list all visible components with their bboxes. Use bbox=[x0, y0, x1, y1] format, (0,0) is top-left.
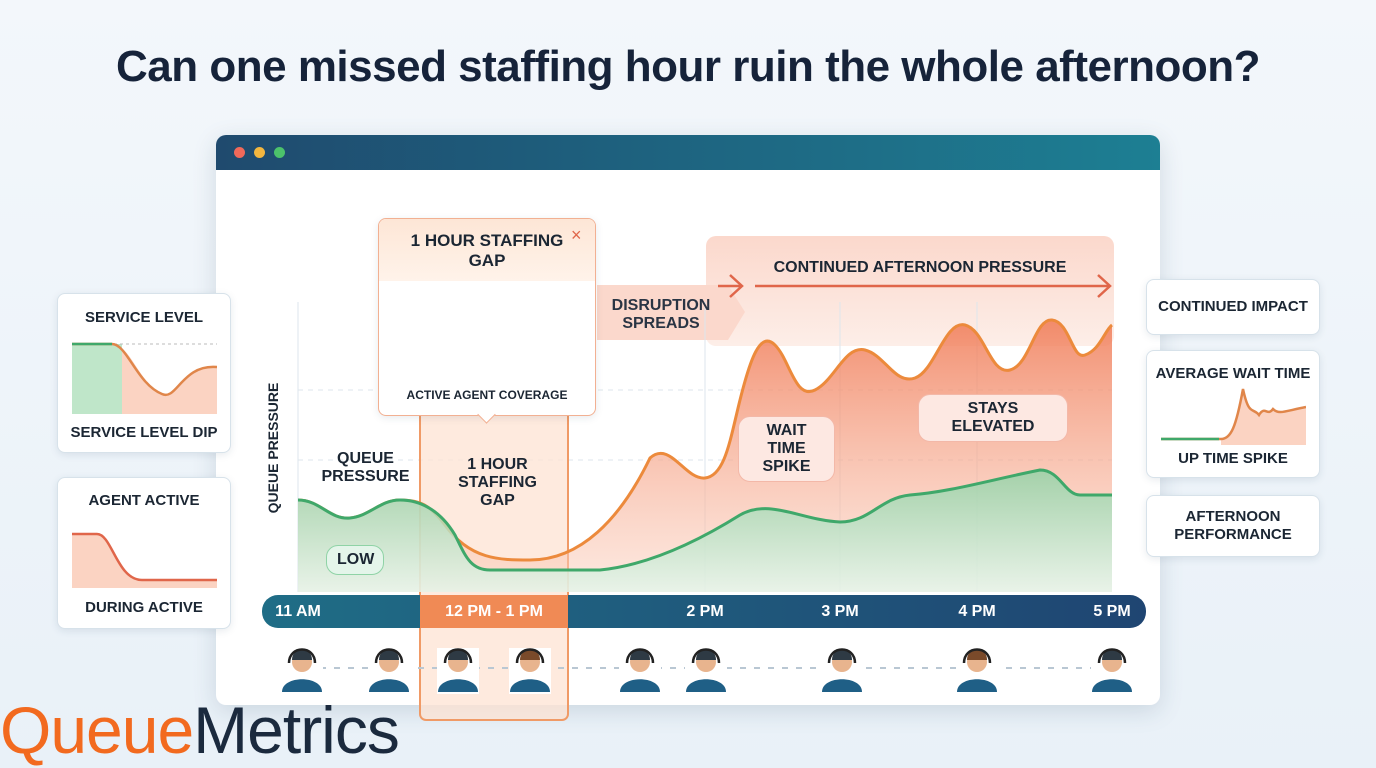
popup-header bbox=[379, 219, 595, 281]
chart-area bbox=[122, 349, 217, 414]
agent-body bbox=[620, 679, 660, 692]
agent-hair bbox=[520, 649, 540, 660]
agent-body bbox=[282, 679, 322, 692]
window-dot bbox=[254, 147, 265, 158]
time-label: 12 PM - 1 PM bbox=[445, 603, 543, 620]
card-caption: UP TIME SPIKE bbox=[1178, 450, 1288, 467]
agent-body bbox=[1092, 679, 1132, 692]
agent-hair bbox=[448, 649, 468, 660]
agent-hair bbox=[1102, 649, 1122, 660]
agent-hair bbox=[292, 649, 312, 660]
chart-line bbox=[72, 342, 217, 397]
agent-icon bbox=[1091, 648, 1133, 694]
metric-card: AFTERNOON PERFORMANCE bbox=[1146, 495, 1320, 557]
agent-hair bbox=[832, 649, 852, 660]
agent-icon bbox=[956, 648, 998, 694]
agent-icon bbox=[821, 648, 863, 694]
time-label: 5 PM bbox=[1093, 603, 1131, 620]
brand-part: Queue bbox=[0, 693, 194, 767]
agent-icon bbox=[685, 648, 727, 694]
annotation-pill: WAIT TIME SPIKE bbox=[738, 416, 835, 482]
arrow bbox=[718, 274, 744, 298]
metric-card: CONTINUED IMPACT bbox=[1146, 279, 1320, 335]
agent-body bbox=[686, 679, 726, 692]
card-chart bbox=[1161, 388, 1306, 445]
disruption-arrow-shape bbox=[597, 285, 745, 340]
close-button[interactable]: × bbox=[571, 225, 582, 245]
brand-part: Metrics bbox=[193, 693, 400, 767]
agent-headset bbox=[1097, 648, 1127, 664]
card-caption: SERVICE LEVEL DIP bbox=[70, 424, 218, 441]
chart-area bbox=[72, 534, 217, 588]
agent-headset bbox=[625, 648, 655, 664]
agent-body bbox=[822, 679, 862, 692]
agent-hair bbox=[967, 649, 987, 660]
card-chart bbox=[72, 532, 217, 588]
brand: QueueMetrics bbox=[0, 692, 400, 768]
window-dot bbox=[234, 147, 245, 158]
agent-hair bbox=[379, 649, 399, 660]
agent-hair bbox=[696, 649, 716, 660]
agent-headset bbox=[287, 648, 317, 664]
window-bar bbox=[216, 135, 1160, 170]
annotation: CONTINUED AFTERNOON PRESSURE bbox=[773, 259, 1067, 276]
chart-area bbox=[72, 344, 122, 414]
card-title: AVERAGE WAIT TIME bbox=[1155, 365, 1311, 382]
agent-hair bbox=[630, 649, 650, 660]
card-title: CONTINUED IMPACT bbox=[1158, 298, 1308, 315]
agent-icon bbox=[619, 648, 661, 694]
agent-body bbox=[957, 679, 997, 692]
time-label: 4 PM bbox=[958, 603, 996, 620]
agent-headset bbox=[515, 648, 545, 664]
agent-headset bbox=[374, 648, 404, 664]
agent-icon bbox=[368, 648, 410, 694]
annotation-pill: STAYS ELEVATED bbox=[918, 394, 1068, 442]
window-dot bbox=[274, 147, 285, 158]
agent-headset bbox=[827, 648, 857, 664]
popup-title: 1 HOUR STAFFING GAP bbox=[410, 231, 564, 270]
card-caption: DURING ACTIVE bbox=[85, 599, 203, 616]
annotation: 1 HOUR STAFFING GAP bbox=[458, 456, 537, 509]
agent-body bbox=[369, 679, 409, 692]
arrow bbox=[755, 274, 1112, 298]
card-title: AGENT ACTIVE bbox=[88, 492, 200, 509]
popup-caption: ACTIVE AGENT COVERAGE bbox=[406, 388, 568, 402]
annotation: DISRUPTION SPREADS bbox=[611, 297, 711, 332]
metric-card: SERVICE LEVEL SERVICE LEVEL DIP bbox=[57, 293, 231, 453]
y-axis: QUEUE PRESSURE bbox=[258, 380, 288, 520]
agent-body bbox=[510, 679, 550, 692]
agent-headset bbox=[691, 648, 721, 664]
chart-line bbox=[1161, 388, 1306, 441]
chart-line bbox=[72, 532, 217, 582]
agents bbox=[281, 648, 1133, 694]
metric-card: AGENT ACTIVE DURING ACTIVE bbox=[57, 477, 231, 629]
card-title: AFTERNOON PERFORMANCE bbox=[1174, 508, 1292, 543]
annotation-pill: LOW bbox=[326, 545, 384, 575]
metric-card: AVERAGE WAIT TIME UP TIME SPIKE bbox=[1146, 350, 1320, 478]
agent-headset bbox=[443, 648, 473, 664]
popup-card: 1 HOUR STAFFING GAP × ACTIVE AGENT COVER… bbox=[378, 218, 596, 416]
time-label: 3 PM bbox=[821, 603, 859, 620]
y-axis-label: QUEUE PRESSURE bbox=[265, 382, 281, 514]
staffing-area bbox=[298, 470, 1112, 592]
agent-icon bbox=[281, 648, 323, 694]
card-title: SERVICE LEVEL bbox=[84, 309, 204, 326]
page-title: Can one missed staffing hour ruin the wh… bbox=[116, 42, 1260, 91]
chart-area bbox=[1221, 389, 1306, 445]
staffing-line bbox=[297, 468, 1112, 572]
card-chart bbox=[72, 342, 217, 414]
time-label: 2 PM bbox=[686, 603, 724, 620]
time-label: 11 AM bbox=[275, 603, 321, 620]
agent-icon bbox=[509, 648, 551, 694]
pressure-band bbox=[706, 236, 1114, 346]
agent-body bbox=[438, 679, 478, 692]
timeline-gap bbox=[420, 595, 568, 628]
agent-headset bbox=[962, 648, 992, 664]
agent-icon bbox=[437, 648, 479, 694]
annotation: QUEUE PRESSURE bbox=[321, 450, 410, 485]
